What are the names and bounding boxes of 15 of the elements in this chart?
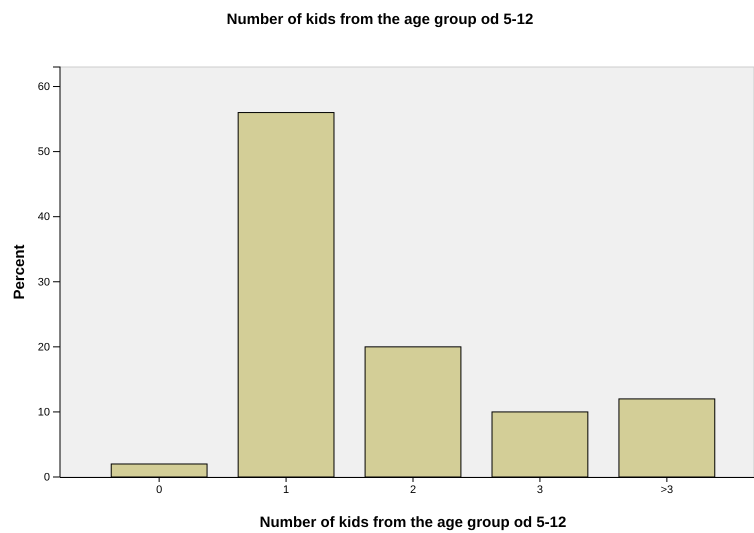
y-tick-label: 0: [44, 472, 50, 484]
y-tick-label: 10: [38, 406, 50, 418]
x-tick-label: >3: [660, 484, 674, 496]
chart-title: Number of kids from the age group od 5-12: [226, 11, 534, 28]
x-tick-label: 2: [410, 484, 416, 496]
y-tick-label: 60: [38, 81, 50, 94]
x-axis-title: Number of kids from the age group od 5-12: [260, 514, 566, 531]
y-tick-label: 30: [38, 276, 50, 288]
x-tick-label: 3: [536, 484, 543, 496]
y-tick-label: 50: [38, 146, 50, 158]
y-tick-label: 20: [38, 341, 50, 354]
x-tick-label: 1: [283, 484, 290, 496]
y-tick-label: 40: [38, 211, 50, 224]
y-axis-title: Percent: [11, 244, 28, 300]
x-tick-label: 0: [156, 484, 162, 496]
